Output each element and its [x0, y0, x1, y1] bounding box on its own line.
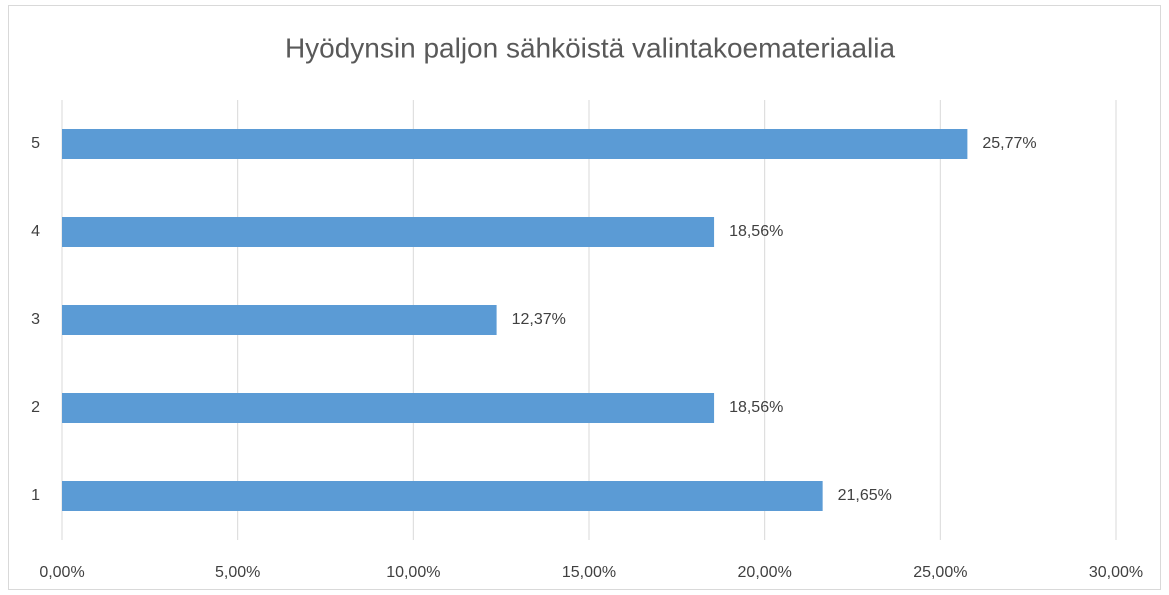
x-tick-label: 25,00% [913, 564, 967, 581]
data-label: 25,77% [982, 135, 1036, 152]
x-tick-label: 10,00% [386, 564, 440, 581]
data-label: 21,65% [838, 487, 892, 504]
data-label: 12,37% [512, 311, 566, 328]
y-tick-label: 4 [31, 223, 40, 240]
bar [62, 393, 715, 423]
data-label: 18,56% [729, 399, 783, 416]
x-tick-label: 5,00% [215, 564, 260, 581]
y-tick-label: 1 [31, 487, 40, 504]
x-tick-label: 0,00% [39, 564, 84, 581]
bar [62, 217, 715, 247]
y-tick-label: 2 [31, 399, 40, 416]
x-tick-label: 30,00% [1089, 564, 1143, 581]
x-tick-label: 15,00% [562, 564, 616, 581]
y-tick-label: 5 [31, 135, 40, 152]
chart-title: Hyödynsin paljon sähköistä valintakoemat… [285, 32, 896, 63]
bar [62, 305, 497, 335]
x-tick-label: 20,00% [738, 564, 792, 581]
bar [62, 129, 968, 159]
y-tick-label: 3 [31, 311, 40, 328]
data-label: 18,56% [729, 223, 783, 240]
bar [62, 481, 823, 511]
